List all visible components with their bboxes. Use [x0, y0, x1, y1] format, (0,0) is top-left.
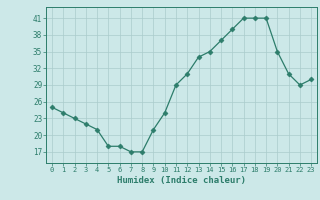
X-axis label: Humidex (Indice chaleur): Humidex (Indice chaleur) [117, 176, 246, 185]
